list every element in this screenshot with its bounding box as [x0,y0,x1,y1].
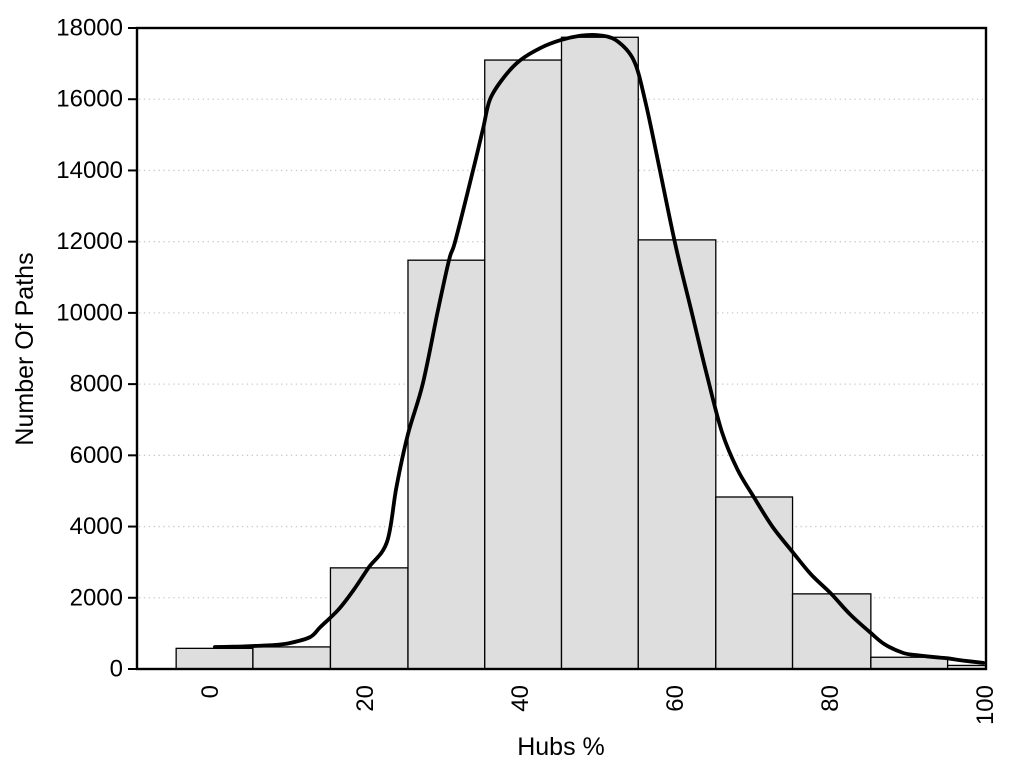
histogram-bar [715,496,794,670]
histogram-bar [407,259,486,670]
y-tick-label: 8000 [70,371,123,398]
histogram-bar [791,593,872,670]
x-tick-label: 100 [972,685,999,725]
histogram-bar [637,239,717,670]
y-tick-label: 10000 [56,299,123,326]
x-tick-label: 20 [352,685,379,712]
histogram-bar [175,647,254,670]
frame-layer [128,26,988,671]
y-tick-label: 6000 [70,442,123,469]
x-tick-label: 40 [507,685,534,712]
bar-layer [175,36,987,670]
density-curve [213,32,986,665]
y-axis-title: Number Of Paths [11,252,39,445]
label-layer: Number Of Paths Hubs % 0 2000 4000 6000 8000… [11,15,999,762]
y-tick-label: 4000 [70,513,123,540]
y-tick-label: 16000 [56,86,123,113]
x-axis-title: Hubs % [517,733,605,761]
y-tick-label: 12000 [56,228,123,255]
x-tick-label: 80 [817,685,844,712]
histogram-bar [252,646,332,670]
x-tick-label: 0 [197,685,224,698]
histogram-bar [484,59,563,670]
y-tick-label: 2000 [70,584,123,611]
plot-border [135,26,988,671]
x-tick-label: 60 [662,685,689,712]
y-tick-label: 0 [110,656,123,683]
y-tick-label: 18000 [56,15,123,42]
histogram-bar [560,36,639,670]
curve-layer [213,32,986,665]
histogram-bar [329,567,409,670]
y-tick-label: 14000 [56,157,123,184]
